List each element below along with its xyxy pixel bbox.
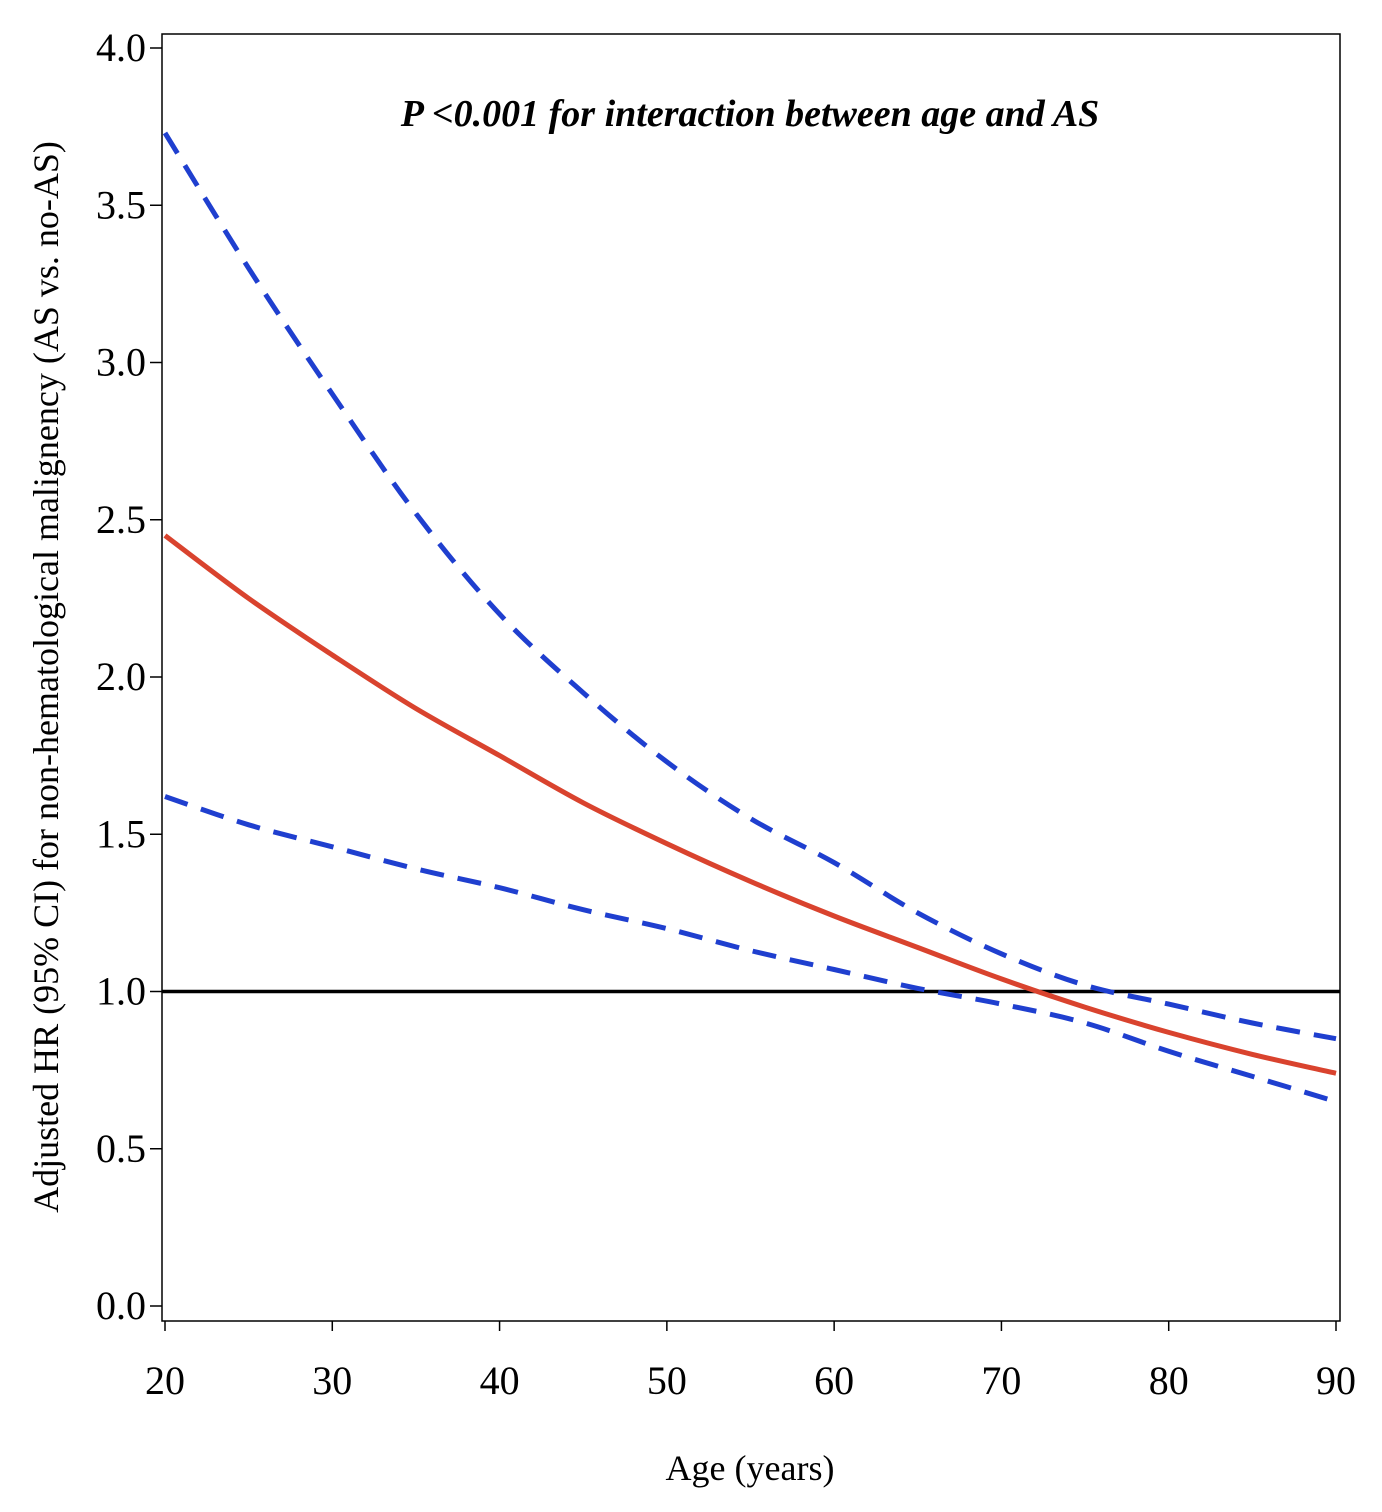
y-tick-label-0: 0.0: [96, 1283, 146, 1328]
y-axis-title: Adjusted HR (95% CI) for non-hematologic…: [26, 141, 66, 1213]
x-tick-label-2: 40: [480, 1358, 520, 1403]
x-tick-label-7: 90: [1316, 1358, 1356, 1403]
y-axis: 0.0 0.5 1.0 1.5 2.0 2.5 3.0 3.5 4.0: [96, 25, 162, 1328]
x-tick-label-0: 20: [145, 1358, 185, 1403]
series-hr-line: [163, 533, 1337, 1076]
y-tick-label-4: 2.0: [96, 654, 146, 699]
x-tick-label-5: 70: [981, 1358, 1021, 1403]
chart-annotation: P <0.001 for interaction between age and…: [400, 93, 1100, 135]
series-ci-upper-line: [162, 131, 1337, 1042]
series-ci-lower-line: [164, 794, 1337, 1104]
series-layer: [162, 131, 1337, 1104]
plot-frame: [161, 33, 1341, 1322]
y-tick-label-1: 0.5: [96, 1126, 146, 1171]
x-tick-label-4: 60: [814, 1358, 854, 1403]
y-tick-label-2: 1.0: [96, 969, 146, 1014]
x-axis: 20 30 40 50 60 70 80 90: [145, 1321, 1356, 1403]
y-tick-label-3: 1.5: [96, 811, 146, 856]
y-tick-label-8: 4.0: [96, 25, 146, 70]
y-tick-label-7: 3.5: [96, 182, 146, 227]
x-tick-label-6: 80: [1149, 1358, 1189, 1403]
x-tick-label-1: 30: [312, 1358, 352, 1403]
x-tick-label-3: 50: [647, 1358, 687, 1403]
x-axis-title: Age (years): [666, 1448, 835, 1488]
y-tick-label-6: 3.0: [96, 340, 146, 385]
y-tick-label-5: 2.5: [96, 497, 146, 542]
